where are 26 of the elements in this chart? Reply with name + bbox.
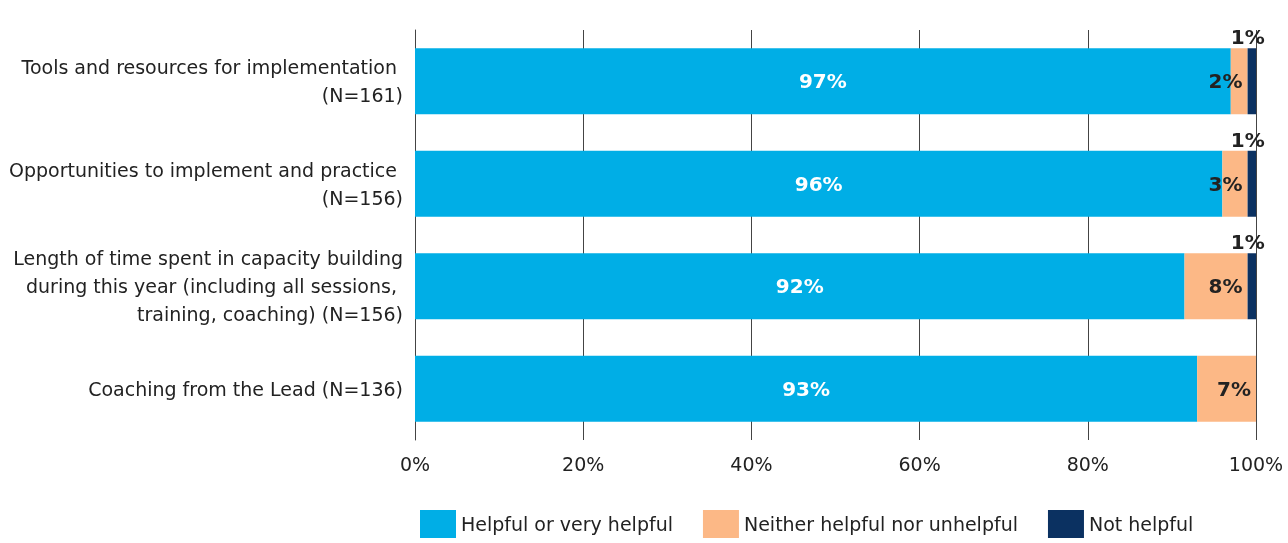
legend-label: Neither helpful nor unhelpful — [743, 513, 1018, 535]
x-tick-label: 60% — [898, 452, 941, 475]
bar — [1197, 355, 1256, 422]
legend-label: Not helpful — [1088, 513, 1194, 535]
bar — [1247, 253, 1256, 320]
x-tick-label: 40% — [730, 452, 773, 475]
legend-label: Helpful or very helpful — [461, 513, 673, 535]
data-label: 92% — [775, 274, 824, 299]
x-tick-label: 0% — [399, 452, 431, 475]
y-tick-label: Length of time spent in capacity building during this year (including all sessions, training, coaching) (N=156) — [13, 247, 403, 326]
y-tick-label: Opportunities to implement and practice (N=156) — [9, 158, 403, 209]
data-label: 96% — [794, 171, 843, 196]
bar — [1247, 150, 1256, 217]
data-label: 8% — [1208, 274, 1243, 299]
y-tick-label: Tools and resources for implementation (N=161) — [20, 56, 403, 107]
data-label: 97% — [798, 69, 847, 94]
x-tick-label: 80% — [1066, 452, 1109, 475]
x-tick-label: 20% — [562, 452, 605, 475]
bar — [415, 355, 1198, 422]
data-label: 7% — [1217, 376, 1251, 401]
bar — [1247, 48, 1256, 115]
data-label: 93% — [782, 376, 830, 401]
y-tick-label: Coaching from the Lead (N=136) — [88, 377, 403, 400]
bar — [1184, 253, 1248, 320]
x-tick-label: 100% — [1228, 452, 1284, 475]
bar — [415, 253, 1185, 320]
